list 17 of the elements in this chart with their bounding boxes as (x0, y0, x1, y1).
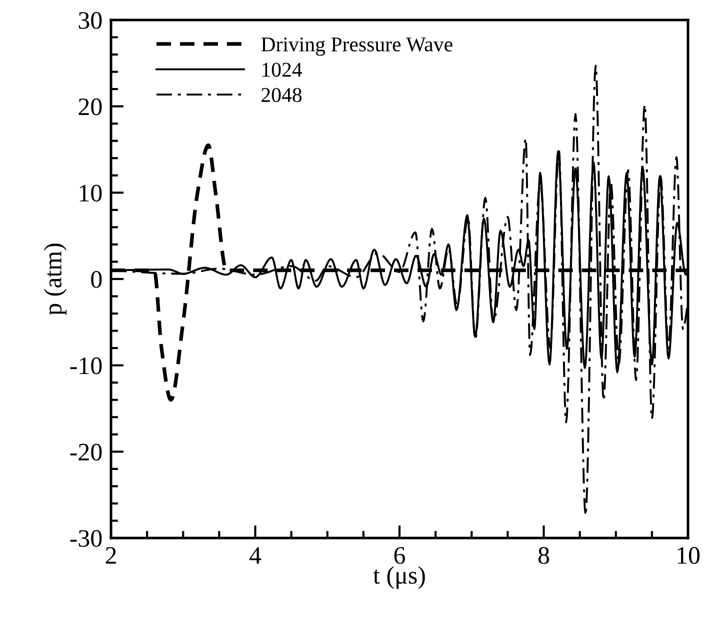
x-tick-label: 6 (394, 547, 406, 564)
x-tick-label: 4 (249, 547, 262, 564)
x-tick-label: 8 (538, 547, 550, 564)
y-tick-label: -10 (70, 357, 102, 374)
legend-label: 1024 (262, 62, 302, 77)
y-tick-label: 10 (80, 184, 102, 202)
legend-label: 2048 (262, 88, 302, 102)
x-tick-label: 2 (106, 547, 116, 564)
legend-label: Driving Pressure Wave (261, 37, 452, 56)
x-axis-title: t (μs) (373, 566, 425, 589)
y-tick-label: -20 (70, 444, 102, 461)
y-tick-label: 30 (78, 12, 102, 29)
y-tick-label: -30 (70, 530, 102, 547)
x-tick-label: 10 (678, 547, 700, 564)
y-tick-label: 20 (78, 98, 102, 116)
y-axis-title: p (atm) (44, 244, 67, 316)
y-tick-label: 0 (91, 271, 102, 288)
